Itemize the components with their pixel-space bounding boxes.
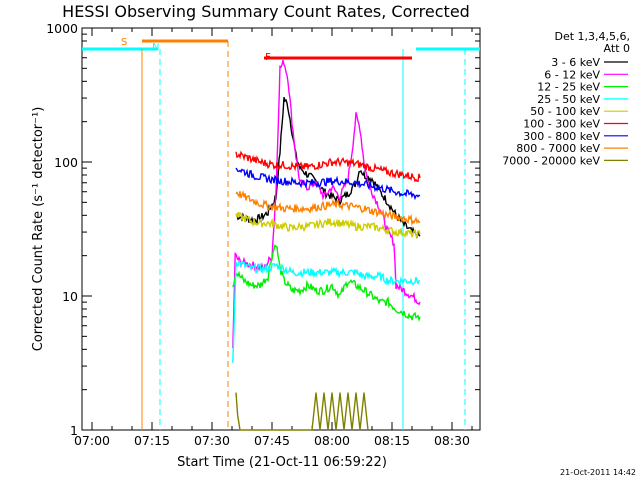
legend-entry-label: 800 - 7000 keV <box>516 142 600 155</box>
x-tick-label: 08:30 <box>434 433 470 448</box>
axis-ticks <box>82 27 480 431</box>
x-tick-label: 08:15 <box>374 433 410 448</box>
legend-header-1: Det 1,3,4,5,6, <box>554 30 630 43</box>
legend-entry-label: 12 - 25 keV <box>537 81 600 94</box>
legend-entry-label: 25 - 50 keV <box>537 93 600 106</box>
legend-entry-label: 300 - 800 keV <box>523 130 600 143</box>
x-axis-label: Start Time (21-Oct-11 06:59:22) <box>177 455 387 470</box>
series-line <box>232 260 421 363</box>
x-tick-label: 08:00 <box>314 433 350 448</box>
attenuator-s-label: S <box>121 37 127 48</box>
y-tick-label: 100 <box>54 155 78 170</box>
series-line <box>235 190 421 227</box>
legend-entry-label: 6 - 12 keV <box>544 68 600 81</box>
x-tick-label: 07:30 <box>194 433 230 448</box>
y-tick-label: 10 <box>62 289 78 304</box>
y-tick-label: 1000 <box>46 21 78 36</box>
legend-entry-label: 100 - 300 keV <box>523 118 600 131</box>
chart-title: HESSI Observing Summary Count Rates, Cor… <box>62 2 470 21</box>
x-tick-label: 07:45 <box>254 433 290 448</box>
overlay-lines: S N F <box>82 37 480 430</box>
legend-entry-label: 3 - 6 keV <box>551 56 600 69</box>
y-axis-label: Corrected Count Rate (s⁻¹ detector⁻¹) <box>31 107 46 352</box>
legend-header-2: Att 0 <box>604 42 630 55</box>
legend-entry-label: 7000 - 20000 keV <box>502 154 600 167</box>
y-tick-labels: 1 10 100 1000 <box>46 21 78 438</box>
series-line <box>235 167 421 201</box>
night-label: N <box>152 42 159 53</box>
legend-entry-label: 50 - 100 keV <box>530 105 600 118</box>
timestamp: 21-Oct-2011 14:42 <box>560 468 636 477</box>
flare-label: F <box>265 52 271 63</box>
series-line <box>235 150 421 183</box>
series-group <box>232 60 421 431</box>
x-tick-label: 07:15 <box>134 433 170 448</box>
series-line <box>235 211 421 239</box>
y-tick-label: 1 <box>70 423 78 438</box>
x-tick-label: 07:00 <box>74 433 110 448</box>
series-line <box>232 244 421 322</box>
series-line <box>235 392 369 431</box>
x-tick-labels: 07:00 07:15 07:30 07:45 08:00 08:15 08:30 <box>74 433 470 448</box>
